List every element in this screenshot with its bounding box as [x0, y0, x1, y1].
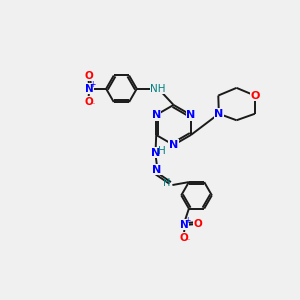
- Text: N: N: [169, 140, 178, 150]
- Text: O: O: [179, 233, 188, 243]
- Text: N: N: [152, 165, 162, 175]
- Text: O: O: [193, 219, 202, 229]
- Text: H: H: [158, 146, 166, 156]
- Text: N: N: [85, 84, 93, 94]
- Text: ⁻: ⁻: [185, 236, 190, 245]
- Text: +: +: [184, 217, 191, 226]
- Text: N: N: [180, 220, 189, 230]
- Text: O: O: [250, 91, 260, 100]
- Text: N: N: [152, 110, 161, 120]
- Text: +: +: [89, 80, 95, 89]
- Text: O: O: [84, 97, 93, 107]
- Text: O: O: [84, 71, 93, 81]
- Text: ⁻: ⁻: [90, 100, 94, 109]
- Text: N: N: [151, 148, 160, 158]
- Text: N: N: [186, 110, 196, 120]
- Text: H: H: [163, 178, 170, 188]
- Text: NH: NH: [151, 84, 166, 94]
- Text: N: N: [214, 109, 224, 119]
